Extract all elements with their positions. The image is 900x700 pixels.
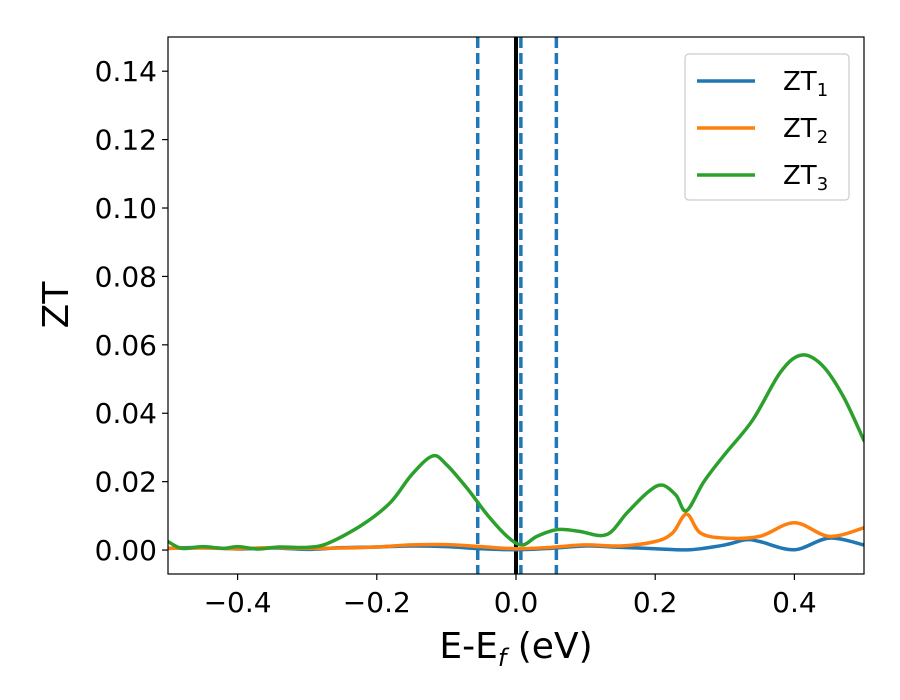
legend-label-zt1: ZT1 [783, 67, 828, 101]
x-tick-label: 0.0 [494, 586, 539, 619]
x-tick-label: −0.4 [204, 586, 272, 619]
y-tick-label: 0.00 [95, 534, 157, 567]
y-tick-label: 0.06 [95, 329, 157, 362]
y-tick-label: 0.14 [95, 55, 157, 88]
x-tick-label: 0.2 [633, 586, 678, 619]
legend: ZT1 ZT2 ZT3 [684, 53, 850, 201]
x-axis-label: E-Ef (eV) [439, 626, 592, 672]
y-tick-label: 0.02 [95, 466, 157, 499]
x-tick-label: −0.2 [343, 586, 411, 619]
x-axis-label-main: E-E [439, 626, 497, 667]
legend-label-zt3: ZT3 [783, 161, 828, 195]
x-axis-label-tail: (eV) [506, 626, 592, 667]
y-tick-label: 0.12 [95, 124, 157, 157]
y-tick-label: 0.10 [95, 192, 157, 225]
legend-box [684, 53, 850, 201]
legend-label-zt2: ZT2 [783, 114, 828, 148]
series-line-zt3 [168, 353, 864, 551]
y-tick-label: 0.04 [95, 397, 157, 430]
y-tick-label: 0.08 [95, 260, 157, 293]
y-axis-label: ZT [36, 281, 77, 329]
x-tick-label: 0.4 [772, 586, 817, 619]
